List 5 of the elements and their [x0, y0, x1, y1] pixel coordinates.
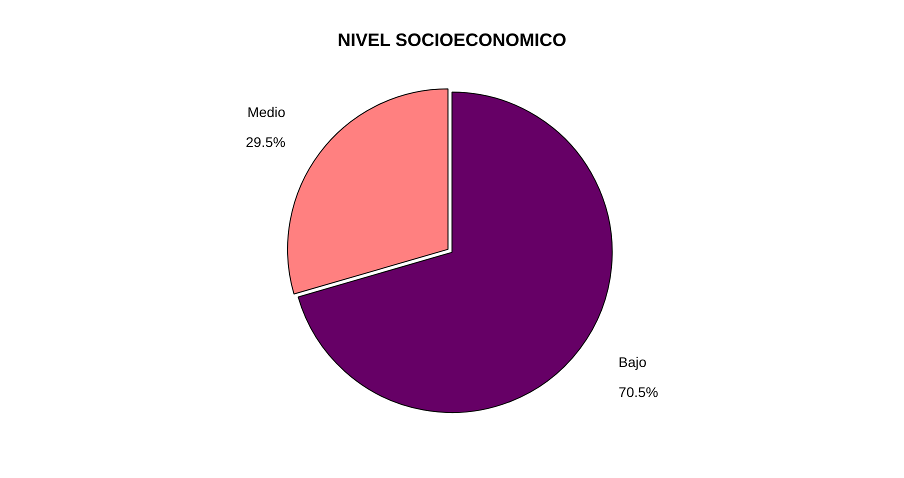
chart-title: NIVEL SOCIOECONOMICO — [338, 30, 566, 50]
slice-label: Medio — [247, 104, 286, 120]
data-label: 29.5% — [246, 134, 286, 150]
data-label: 70.5% — [618, 384, 658, 400]
slice-label: Bajo — [618, 354, 647, 370]
